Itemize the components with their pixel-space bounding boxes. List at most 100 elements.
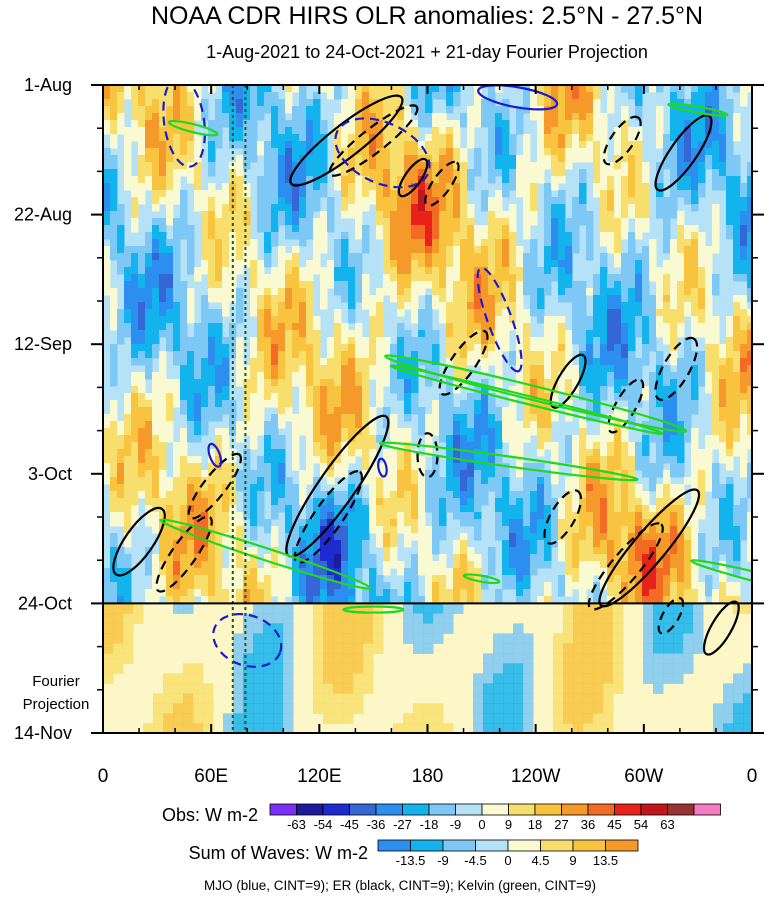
obs-cell bbox=[432, 281, 440, 289]
obs-cell bbox=[404, 260, 412, 268]
obs-cell bbox=[369, 197, 377, 205]
obs-cell bbox=[446, 421, 454, 429]
obs-cell bbox=[432, 176, 440, 184]
obs-cell bbox=[740, 92, 748, 100]
obs-cell bbox=[425, 260, 433, 268]
obs-cell bbox=[299, 400, 307, 408]
obs-cell bbox=[418, 505, 426, 513]
obs-cell bbox=[663, 449, 671, 457]
obs-cell bbox=[110, 204, 118, 212]
obs-cell bbox=[663, 281, 671, 289]
obs-cell bbox=[621, 281, 629, 289]
obs-cell bbox=[285, 190, 293, 198]
obs-cell bbox=[712, 435, 720, 443]
obs-cell bbox=[439, 533, 447, 541]
obs-cell bbox=[390, 421, 398, 429]
obs-cell bbox=[740, 386, 748, 394]
obs-cell bbox=[670, 442, 678, 450]
obs-cell bbox=[362, 477, 370, 485]
obs-cell bbox=[124, 85, 132, 93]
obs-cell bbox=[747, 274, 752, 282]
obs-cell bbox=[712, 491, 720, 499]
obs-cell bbox=[208, 407, 216, 415]
obs-cell bbox=[362, 379, 370, 387]
obs-cell bbox=[698, 246, 706, 254]
obs-cell bbox=[145, 246, 153, 254]
obs-cell bbox=[131, 344, 139, 352]
obs-cell bbox=[131, 414, 139, 422]
obs-cell bbox=[292, 351, 300, 359]
obs-cell bbox=[152, 267, 160, 275]
obs-cell bbox=[502, 260, 510, 268]
obs-cell bbox=[600, 197, 608, 205]
obs-cell bbox=[684, 435, 692, 443]
obs-cell bbox=[740, 260, 748, 268]
obs-cell bbox=[733, 435, 741, 443]
obs-cell bbox=[320, 183, 328, 191]
obs-cell bbox=[467, 120, 475, 128]
obs-cell bbox=[187, 533, 195, 541]
obs-cell bbox=[306, 533, 314, 541]
obs-cell bbox=[208, 554, 216, 562]
obs-cell bbox=[320, 526, 328, 534]
obs-cell bbox=[166, 337, 174, 345]
obs-cell bbox=[551, 169, 559, 177]
obs-cell bbox=[677, 267, 685, 275]
obs-cell bbox=[180, 92, 188, 100]
obs-cell bbox=[516, 274, 524, 282]
obs-cell bbox=[222, 449, 230, 457]
obs-cell bbox=[369, 330, 377, 338]
obs-cell bbox=[404, 295, 412, 303]
obs-cell bbox=[397, 148, 405, 156]
obs-cell bbox=[621, 134, 629, 142]
obs-cell bbox=[348, 442, 356, 450]
obs-cell bbox=[509, 435, 517, 443]
obs-cell bbox=[138, 358, 146, 366]
obs-cell bbox=[663, 400, 671, 408]
obs-cell bbox=[586, 372, 594, 380]
obs-cell bbox=[145, 400, 153, 408]
obs-cell bbox=[642, 267, 650, 275]
obs-cell bbox=[299, 414, 307, 422]
obs-cell bbox=[264, 106, 272, 114]
obs-cell bbox=[404, 351, 412, 359]
obs-cell bbox=[383, 288, 391, 296]
obs-cell bbox=[516, 421, 524, 429]
obs-cell bbox=[733, 260, 741, 268]
obs-cell bbox=[117, 309, 125, 317]
obs-cell bbox=[306, 379, 314, 387]
obs-cell bbox=[404, 386, 412, 394]
obs-cell bbox=[348, 407, 356, 415]
obs-cell bbox=[537, 344, 545, 352]
obs-cell bbox=[369, 309, 377, 317]
obs-cell bbox=[614, 428, 622, 436]
obs-cell bbox=[663, 526, 671, 534]
obs-cell bbox=[642, 323, 650, 331]
obs-cell bbox=[460, 477, 468, 485]
obs-cell bbox=[537, 442, 545, 450]
obs-cell bbox=[635, 393, 643, 401]
obs-cell bbox=[243, 414, 251, 422]
obs-cell bbox=[446, 449, 454, 457]
obs-cell bbox=[243, 197, 251, 205]
obs-cell bbox=[404, 372, 412, 380]
obs-cell bbox=[278, 176, 286, 184]
obs-cell bbox=[229, 519, 237, 527]
obs-cell bbox=[593, 547, 601, 555]
obs-cell bbox=[201, 519, 209, 527]
obs-cell bbox=[355, 470, 363, 478]
obs-cell bbox=[663, 267, 671, 275]
obs-cell bbox=[593, 484, 601, 492]
obs-cell bbox=[124, 477, 132, 485]
obs-cell bbox=[593, 176, 601, 184]
obs-cell bbox=[180, 554, 188, 562]
obs-cell bbox=[614, 540, 622, 548]
obs-cell bbox=[362, 407, 370, 415]
obs-cell bbox=[530, 463, 538, 471]
obs-cell bbox=[733, 169, 741, 177]
obs-cell bbox=[719, 547, 727, 555]
obs-cell bbox=[453, 176, 461, 184]
obs-cell bbox=[621, 337, 629, 345]
obs-cell bbox=[453, 211, 461, 219]
obs-cell bbox=[684, 393, 692, 401]
